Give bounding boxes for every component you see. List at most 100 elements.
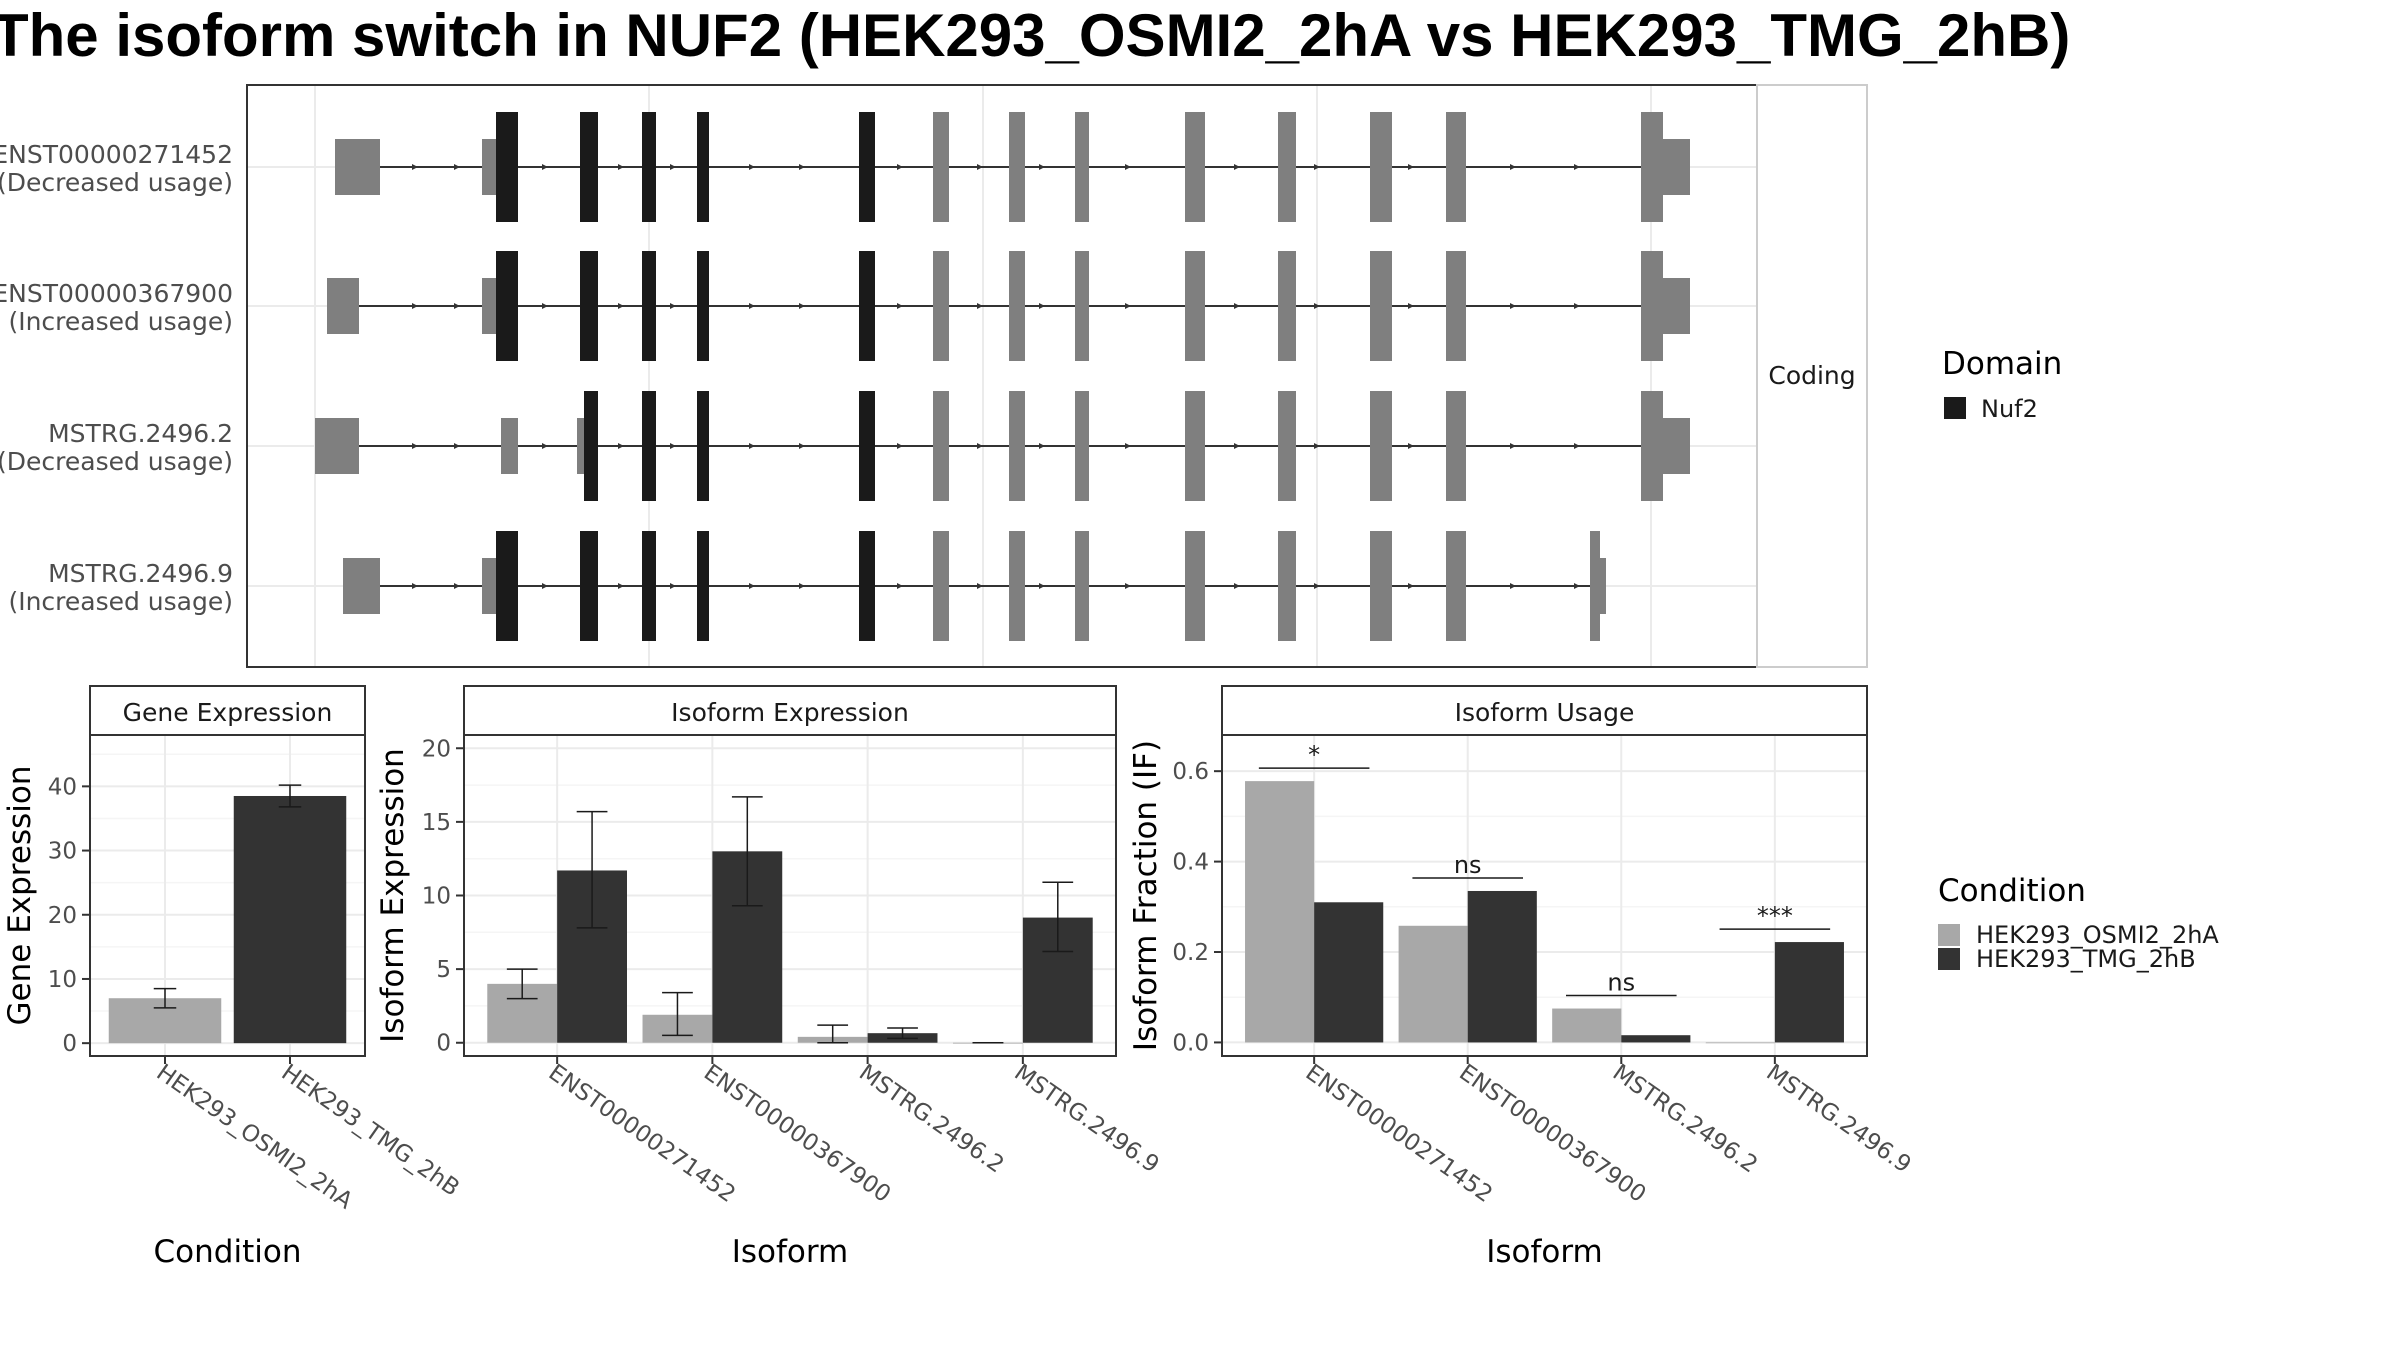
panel-strip [1221, 685, 1868, 736]
y-tick-label: 10 [422, 884, 451, 910]
exon [697, 251, 709, 361]
exon [642, 531, 656, 641]
intron-arrow [670, 443, 676, 449]
y-tick-label: 0 [436, 1031, 451, 1057]
exon [1278, 391, 1296, 501]
exon [1370, 391, 1392, 501]
intron-arrow [412, 443, 418, 449]
intron-arrow [412, 583, 418, 589]
legends: Domain Nuf2 Condition HEK293_OSMI2_2hAHEK29… [1938, 346, 2219, 973]
isoform-usage-label: (Decreased usage) [0, 447, 233, 476]
panel-strip-label: Gene Expression [123, 698, 333, 727]
exon [1446, 531, 1466, 641]
x-axis-title: Condition [154, 1234, 302, 1270]
isoform-expression-panel: Isoform Expression05101520ENST0000027145… [375, 685, 1164, 1270]
intron-arrow [1510, 164, 1516, 170]
y-axis-title: Isoform Expression [375, 748, 411, 1043]
exon [1370, 112, 1392, 222]
exon [1663, 139, 1690, 195]
intron-arrow [454, 303, 460, 309]
intron-arrow [670, 583, 676, 589]
exon [859, 112, 875, 222]
bar-condition-a [1245, 781, 1315, 1043]
exon [327, 278, 359, 334]
exon [933, 251, 949, 361]
intron-arrow [412, 164, 418, 170]
exon [1075, 112, 1089, 222]
y-tick-label: 0.4 [1172, 850, 1209, 876]
exon [859, 391, 875, 501]
intron-arrow [1314, 583, 1320, 589]
y-tick-label: 0 [62, 1031, 77, 1057]
intron-arrow [1510, 443, 1516, 449]
exon [1641, 112, 1663, 222]
y-tick-label: 0.6 [1172, 759, 1209, 785]
exon [859, 251, 875, 361]
y-tick-label: 15 [422, 810, 451, 836]
exon [482, 139, 496, 195]
intron-arrow [1125, 303, 1131, 309]
exon [1370, 251, 1392, 361]
intron-arrow [1314, 443, 1320, 449]
exon [577, 418, 584, 474]
intron-arrow [1039, 443, 1045, 449]
intron-arrow [412, 303, 418, 309]
condition-legend-label-b: HEK293_TMG_2hB [1976, 945, 2196, 973]
isoform-usage-label: (Increased usage) [8, 587, 233, 616]
exon [859, 531, 875, 641]
exon [1185, 112, 1205, 222]
intron-arrow [454, 583, 460, 589]
exon [496, 251, 518, 361]
structure-plot-bg [247, 85, 1757, 667]
x-axis-title: Isoform [732, 1234, 849, 1270]
bar-condition-b [1774, 942, 1844, 1043]
intron-arrow [1039, 164, 1045, 170]
exon [642, 391, 656, 501]
intron-arrow [1574, 443, 1580, 449]
exon [1590, 531, 1600, 641]
intron-arrow [1408, 164, 1414, 170]
intron-arrow [749, 164, 755, 170]
x-tick-label: MSTRG.2496.2 [1608, 1060, 1762, 1179]
intron-arrow [1510, 583, 1516, 589]
exon [1278, 251, 1296, 361]
isoform-id-label: MSTRG.2496.2 [48, 419, 233, 448]
intron-arrow [799, 583, 805, 589]
intron-arrow [799, 164, 805, 170]
exon [642, 251, 656, 361]
significance-label: ns [1454, 851, 1482, 879]
intron-arrow [618, 583, 624, 589]
intron-arrow [1574, 303, 1580, 309]
bar-condition-b [1467, 890, 1537, 1043]
exon [1185, 531, 1205, 641]
bar-condition-b [1314, 902, 1384, 1043]
y-tick-label: 0.2 [1172, 940, 1209, 966]
exon [1075, 251, 1089, 361]
y-tick-label: 20 [422, 736, 451, 762]
intron-arrow [618, 303, 624, 309]
intron-arrow [1408, 303, 1414, 309]
intron-arrow [897, 443, 903, 449]
isoform-usage-panel: Isoform Usage*nsns***0.00.20.40.6ENST000… [1128, 685, 1916, 1270]
y-tick-label: 20 [48, 903, 77, 929]
exon [1600, 558, 1606, 614]
exon [1075, 531, 1089, 641]
intron-arrow [618, 164, 624, 170]
exon [1446, 251, 1466, 361]
y-tick-label: 30 [48, 839, 77, 865]
bar-condition-b [1621, 1035, 1691, 1043]
intron-arrow [1408, 583, 1414, 589]
exon [1185, 391, 1205, 501]
intron-arrow [1234, 443, 1240, 449]
significance-label: ns [1607, 969, 1635, 997]
intron-arrow [799, 303, 805, 309]
intron-arrow [1125, 443, 1131, 449]
domain-legend-title: Domain [1942, 346, 2062, 382]
significance-label: *** [1757, 902, 1793, 930]
intron-arrow [454, 164, 460, 170]
y-tick-label: 0.0 [1172, 1030, 1209, 1056]
exon [496, 531, 518, 641]
domain-legend-label: Nuf2 [1981, 395, 2038, 423]
y-tick-label: 10 [48, 967, 77, 993]
